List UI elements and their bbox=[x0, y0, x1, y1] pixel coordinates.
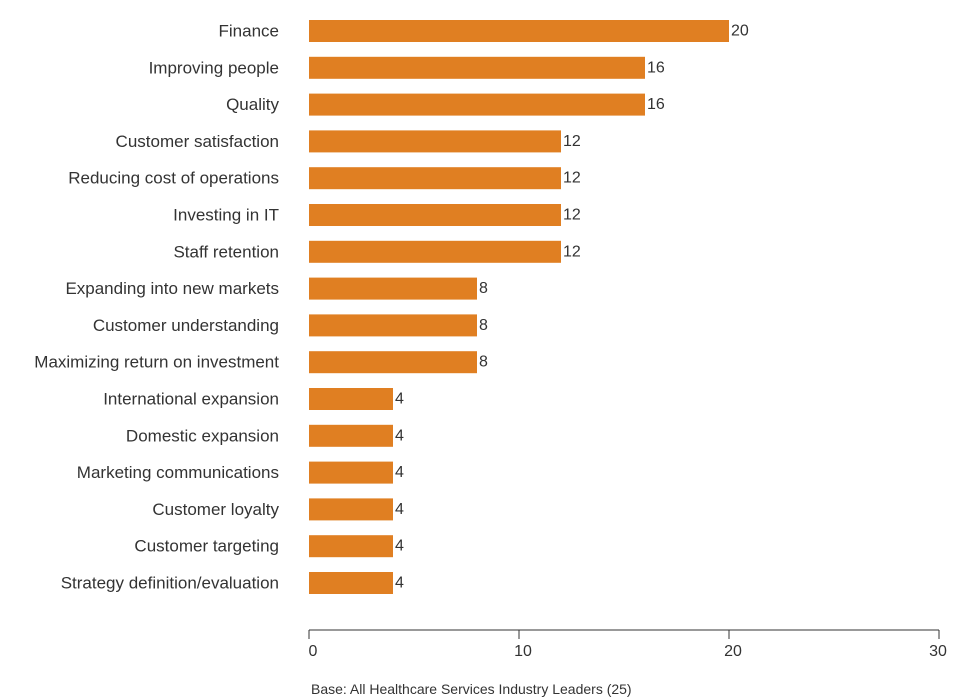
base-footnote: Base: All Healthcare Services Industry L… bbox=[311, 681, 632, 697]
bar bbox=[309, 314, 477, 337]
value-label: 16 bbox=[647, 96, 665, 113]
category-label: Strategy definition/evaluation bbox=[61, 574, 279, 593]
category-label: Customer targeting bbox=[134, 537, 279, 556]
x-axis: 0 10 20 30 bbox=[308, 629, 947, 660]
category-label: International expansion bbox=[103, 390, 279, 409]
value-label: 8 bbox=[479, 280, 488, 297]
value-label: 16 bbox=[647, 59, 665, 76]
bar bbox=[309, 20, 729, 42]
bar bbox=[309, 277, 477, 300]
bar bbox=[309, 424, 393, 447]
value-label: 8 bbox=[479, 317, 488, 334]
bar bbox=[309, 240, 561, 263]
bar bbox=[309, 204, 561, 226]
category-labels-group: Finance Improving people Quality Customer s… bbox=[34, 22, 279, 593]
bar bbox=[309, 535, 393, 558]
bar bbox=[309, 93, 645, 116]
bar bbox=[309, 572, 393, 594]
category-label: Customer satisfaction bbox=[116, 132, 279, 151]
category-label: Quality bbox=[226, 95, 279, 114]
value-label: 4 bbox=[395, 464, 404, 481]
value-label: 12 bbox=[563, 133, 581, 150]
category-label: Staff retention bbox=[173, 242, 279, 261]
value-label: 8 bbox=[479, 354, 488, 371]
bar bbox=[309, 167, 561, 190]
value-label: 4 bbox=[395, 391, 404, 408]
category-label: Reducing cost of operations bbox=[68, 169, 279, 188]
value-label: 12 bbox=[563, 243, 581, 260]
value-label: 20 bbox=[731, 23, 749, 40]
category-label: Maximizing return on investment bbox=[34, 353, 279, 372]
x-tick-label: 10 bbox=[514, 643, 532, 660]
value-label: 4 bbox=[395, 427, 404, 444]
value-labels-group: 20 16 16 12 12 12 12 8 8 8 4 4 4 4 4 4 bbox=[395, 23, 749, 592]
category-label: Finance bbox=[219, 22, 279, 41]
value-label: 12 bbox=[563, 207, 581, 224]
category-label: Expanding into new markets bbox=[65, 279, 279, 298]
value-label: 4 bbox=[395, 575, 404, 592]
value-label: 12 bbox=[563, 170, 581, 187]
bar bbox=[309, 461, 393, 484]
bar bbox=[309, 498, 393, 521]
bar bbox=[309, 130, 561, 153]
category-label: Customer understanding bbox=[93, 316, 279, 335]
category-label: Improving people bbox=[149, 58, 279, 77]
bar bbox=[309, 388, 393, 410]
bar bbox=[309, 56, 645, 79]
value-label: 4 bbox=[395, 538, 404, 555]
x-tick-label: 0 bbox=[309, 643, 318, 660]
category-label: Customer loyalty bbox=[152, 500, 279, 519]
category-label: Domestic expansion bbox=[126, 426, 279, 445]
x-tick-label: 20 bbox=[724, 643, 742, 660]
category-label: Investing in IT bbox=[173, 206, 279, 225]
category-label: Marketing communications bbox=[77, 463, 279, 482]
bar bbox=[309, 351, 477, 374]
value-label: 4 bbox=[395, 501, 404, 518]
bars-group bbox=[309, 20, 729, 594]
x-tick-label: 30 bbox=[929, 643, 947, 660]
